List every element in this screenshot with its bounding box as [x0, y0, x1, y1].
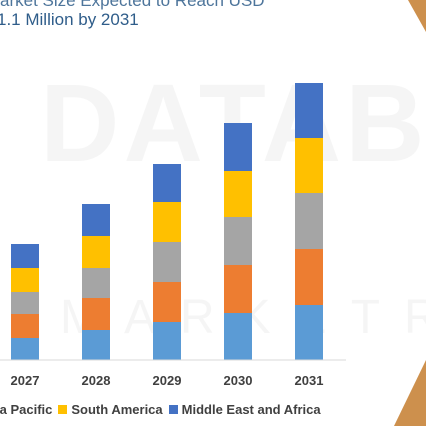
chart-title-line-1: arket Size Expected to Reach USD — [0, 0, 265, 10]
bar-segment-asia_pacific-2028 — [82, 268, 110, 298]
legend-swatch-middle_east_africa — [168, 405, 178, 414]
bar-segment-asia_pacific-2031 — [295, 193, 323, 249]
legend-swatch-south_america — [58, 405, 68, 414]
chart-title-line-2: 1.1 Million by 2031 — [0, 10, 139, 29]
bar-segment-south_america-2030 — [224, 171, 252, 217]
bar-segment-south_america-2028 — [82, 236, 110, 268]
bar-segment-europe-2031 — [295, 249, 323, 305]
bar-segment-south_america-2027 — [11, 268, 39, 292]
bar-segment-middle_east_africa-2028 — [82, 204, 110, 236]
bar-segment-middle_east_africa-2031 — [295, 83, 323, 138]
bar-segment-middle_east_africa-2030 — [224, 123, 252, 171]
x-tick-label-2030: 2030 — [224, 373, 253, 388]
x-tick-labels: 2027 2028 2029 2030 2031 — [11, 373, 324, 388]
legend-label-middle_east_africa: Middle East and Africa — [181, 402, 321, 417]
legend-item-middle_east_africa: Middle East and Africa — [168, 402, 321, 417]
bar-segment-middle_east_africa-2027 — [11, 244, 39, 268]
legend-label-south_america: South America — [71, 402, 163, 417]
x-tick-label-2029: 2029 — [153, 373, 182, 388]
legend-item-asia_pacific: ia Pacific — [0, 402, 52, 417]
x-tick-label-2028: 2028 — [82, 373, 111, 388]
bar-segment-asia_pacific-2030 — [224, 217, 252, 265]
bar-segment-europe-2030 — [224, 265, 252, 313]
bar-segment-asia_pacific-2029 — [153, 242, 181, 282]
bar-segment-north_america-2030 — [224, 313, 252, 360]
bar-segment-europe-2028 — [82, 298, 110, 330]
bar-segment-middle_east_africa-2029 — [153, 164, 181, 202]
chart-legend: ia Pacific South America Middle East and A… — [0, 402, 327, 417]
bar-segment-north_america-2028 — [82, 330, 110, 360]
bar-segment-europe-2029 — [153, 282, 181, 322]
bar-segment-europe-2027 — [11, 314, 39, 338]
x-tick-label-2027: 2027 — [11, 373, 40, 388]
bar-segment-south_america-2029 — [153, 202, 181, 242]
x-tick-label-2031: 2031 — [295, 373, 324, 388]
bar-segment-south_america-2031 — [295, 138, 323, 193]
bar-segment-north_america-2029 — [153, 322, 181, 360]
legend-label-asia_pacific: ia Pacific — [0, 402, 53, 417]
stacked-bar-chart: 2027 2028 2029 2030 2031 — [0, 83, 346, 388]
bar-segment-north_america-2031 — [295, 305, 323, 360]
bar-segment-asia_pacific-2027 — [11, 292, 39, 314]
legend-item-south_america: South America — [58, 402, 163, 417]
bar-segment-north_america-2027 — [11, 338, 39, 360]
bars-group — [11, 83, 323, 360]
